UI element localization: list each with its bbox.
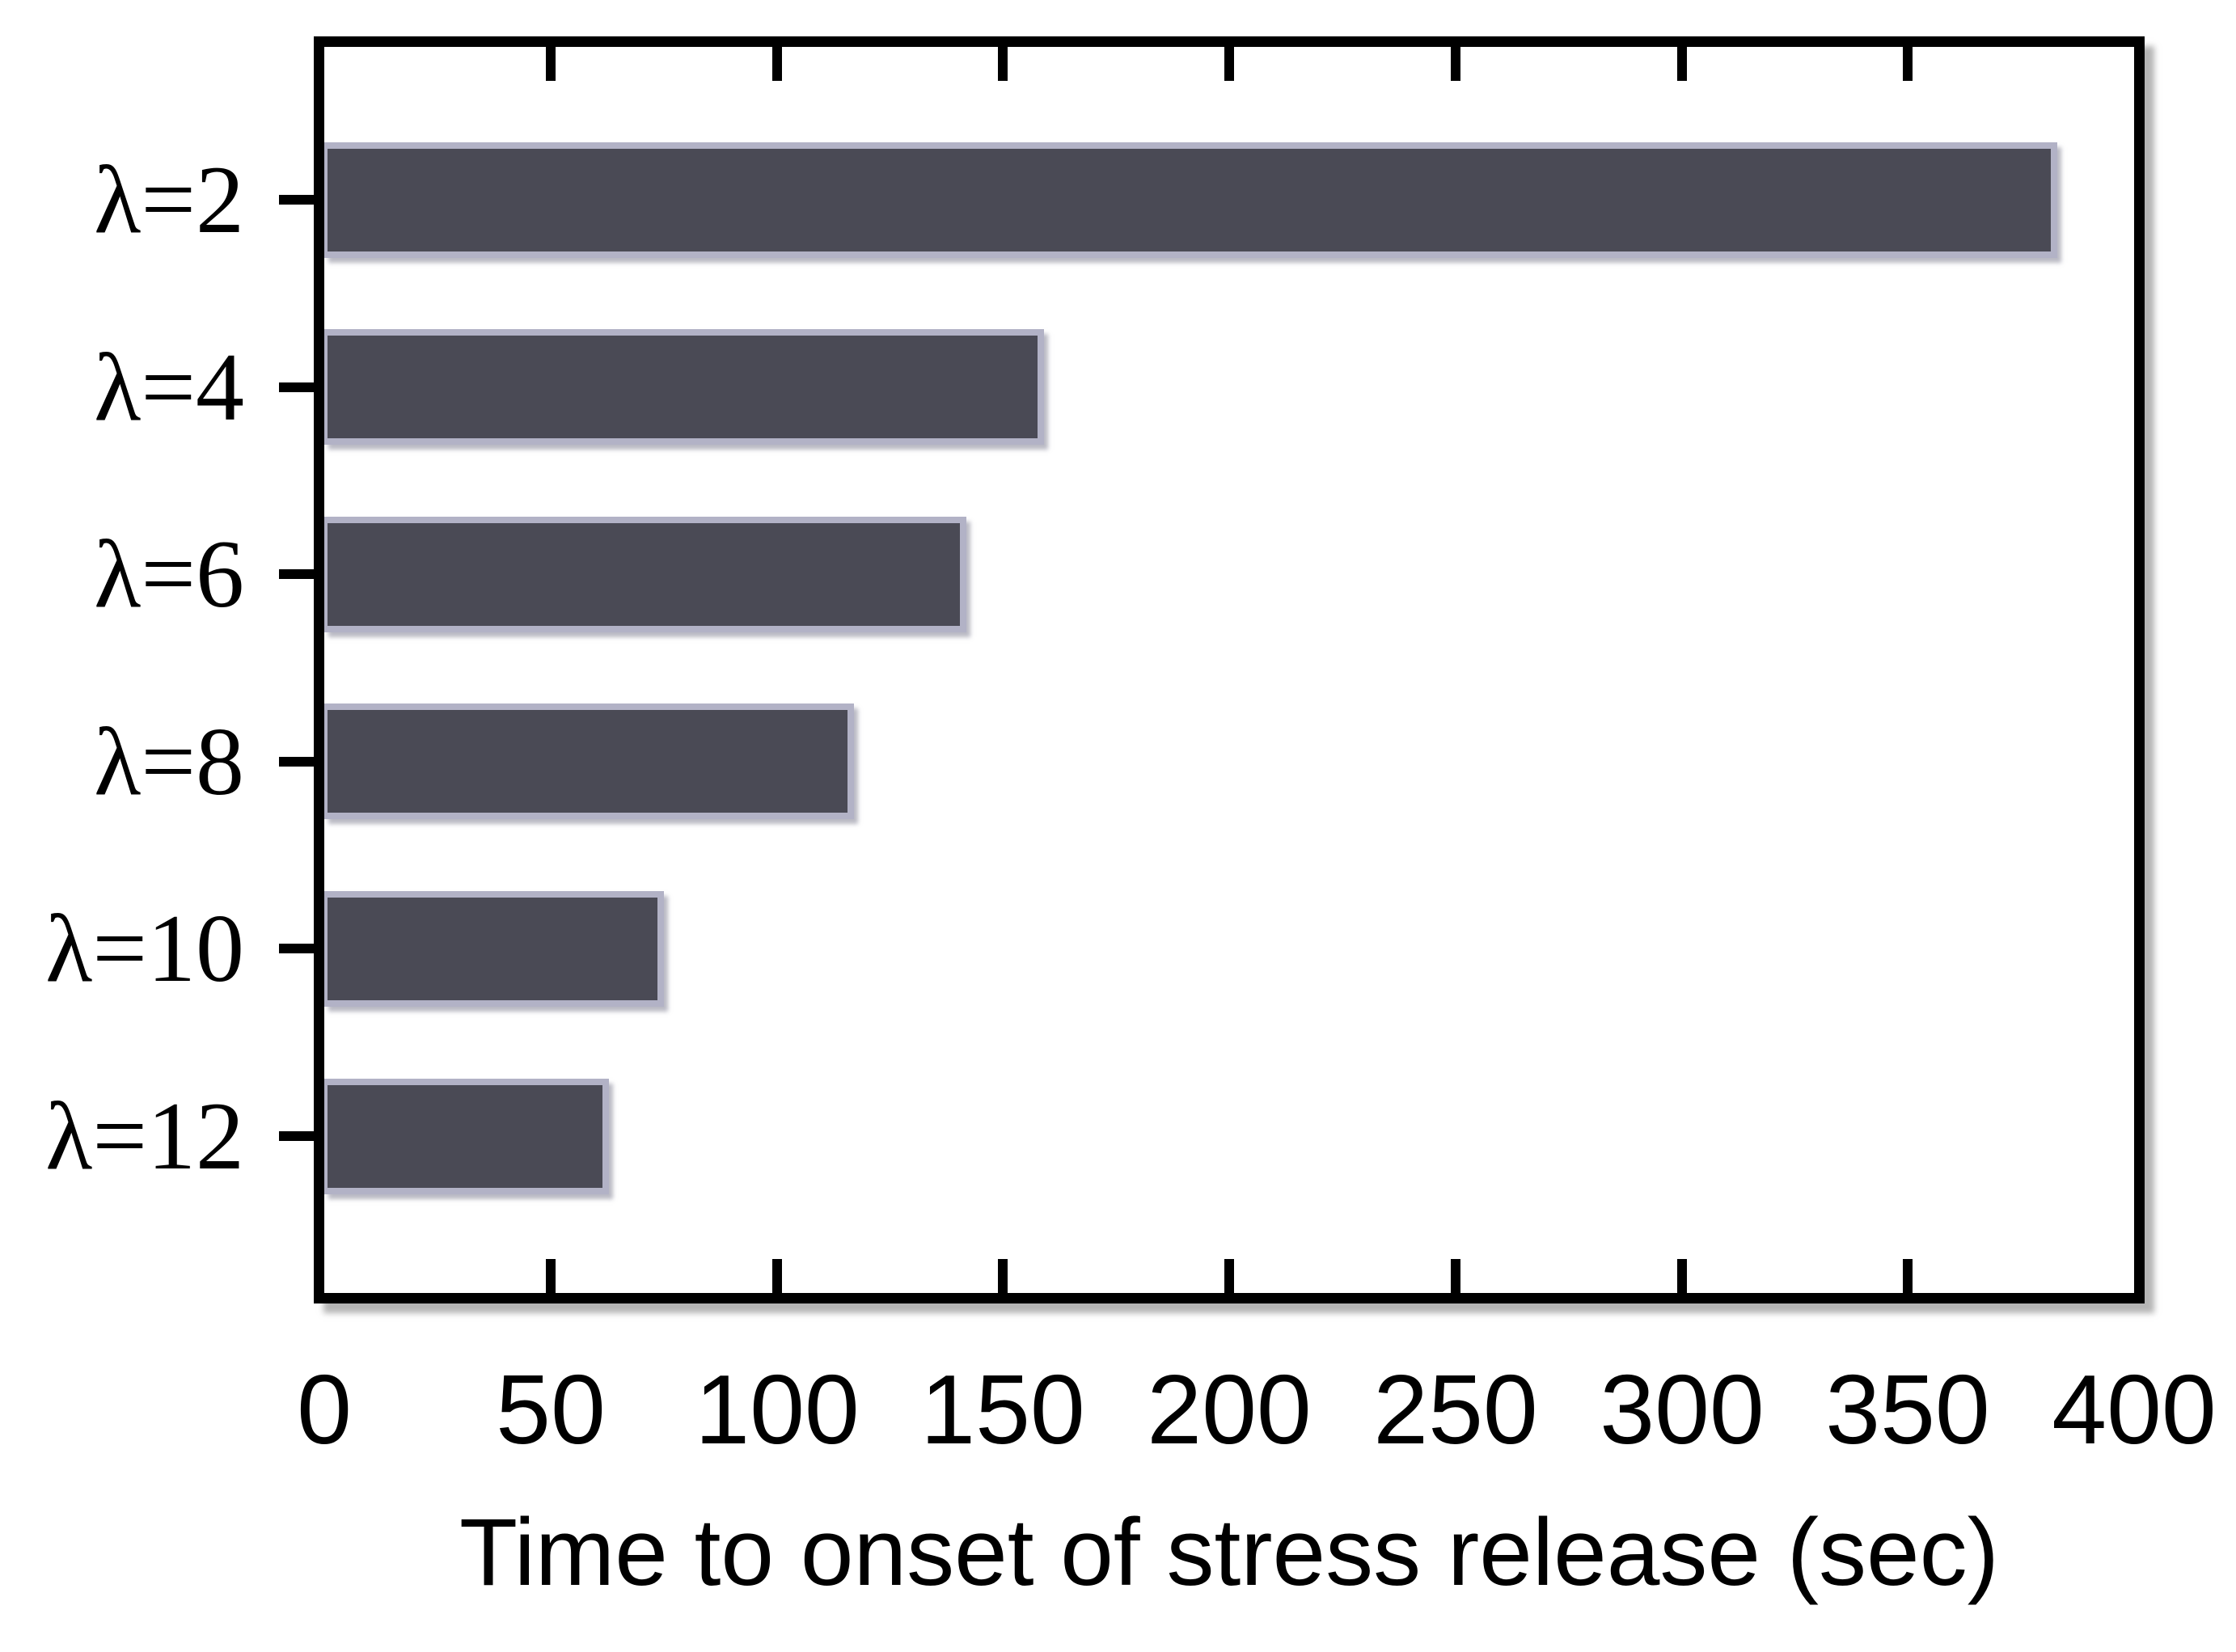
plot-area — [314, 36, 2145, 1303]
bar-λ=6 — [324, 517, 966, 632]
x-axis-tick-top — [546, 47, 556, 81]
x-tick-label: 150 — [920, 1354, 1085, 1464]
x-axis-tick-top — [1451, 47, 1460, 81]
x-tick-label: 250 — [1373, 1354, 1538, 1464]
y-axis-tick — [279, 569, 314, 579]
bar-λ=2 — [324, 142, 2057, 258]
x-axis-tick-bottom — [1903, 1259, 1913, 1293]
x-axis-tick-top — [1224, 47, 1234, 81]
x-axis-tick-bottom — [1451, 1259, 1460, 1293]
y-axis-tick — [279, 757, 314, 767]
x-axis-tick-top — [1677, 47, 1687, 81]
x-tick-label: 0 — [297, 1354, 352, 1464]
x-tick-label: 400 — [2052, 1354, 2217, 1464]
x-tick-label: 300 — [1600, 1354, 1765, 1464]
x-axis-tick-top — [998, 47, 1008, 81]
y-category-label: λ=6 — [94, 520, 244, 627]
x-axis-tick-bottom — [998, 1259, 1008, 1293]
bar-λ=10 — [324, 891, 664, 1007]
y-axis-tick — [279, 944, 314, 953]
x-tick-label: 100 — [695, 1354, 860, 1464]
y-category-label: λ=10 — [45, 894, 244, 1002]
x-axis-tick-top — [1903, 47, 1913, 81]
x-tick-label: 200 — [1147, 1354, 1312, 1464]
x-axis-title: Time to onset of stress release (sec) — [459, 1499, 1999, 1606]
bar-λ=12 — [324, 1079, 609, 1194]
y-axis-tick — [279, 1131, 314, 1141]
y-category-label: λ=4 — [94, 333, 244, 441]
y-axis-tick — [279, 195, 314, 205]
x-tick-label: 50 — [496, 1354, 606, 1464]
bar-λ=4 — [324, 329, 1044, 445]
x-tick-label: 350 — [1825, 1354, 1990, 1464]
x-axis-tick-bottom — [772, 1259, 782, 1293]
y-axis-tick — [279, 382, 314, 392]
bar-λ=8 — [324, 703, 854, 819]
y-category-label: λ=8 — [94, 708, 244, 815]
y-category-label: λ=2 — [94, 146, 244, 253]
x-axis-tick-bottom — [1224, 1259, 1234, 1293]
x-axis-tick-top — [772, 47, 782, 81]
x-axis-tick-bottom — [546, 1259, 556, 1293]
y-category-label: λ=12 — [45, 1082, 244, 1189]
x-axis-tick-bottom — [1677, 1259, 1687, 1293]
